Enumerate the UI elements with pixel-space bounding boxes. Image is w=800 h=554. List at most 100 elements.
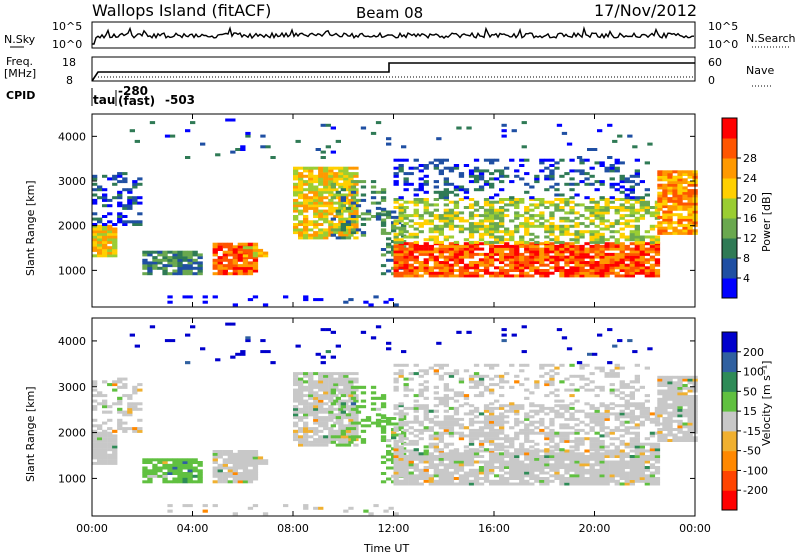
power-cell xyxy=(167,300,173,304)
velocity-cell xyxy=(504,409,510,413)
velocity-cell xyxy=(433,457,439,461)
power-cell xyxy=(584,269,590,272)
velocity-cell xyxy=(333,421,339,425)
power-cell xyxy=(112,196,118,200)
velocity-cell xyxy=(112,450,118,454)
power-colorbar-label: Power [dB] xyxy=(760,192,773,252)
power-cell xyxy=(604,258,610,262)
velocity-cell xyxy=(667,411,673,415)
velocity-cell xyxy=(539,420,545,424)
power-cell xyxy=(458,172,465,176)
velocity-cell xyxy=(614,394,620,398)
velocity-cell xyxy=(644,406,650,410)
power-cell xyxy=(549,164,555,167)
power-cell xyxy=(433,247,439,251)
velocity-cell xyxy=(343,509,349,513)
power-cell xyxy=(418,250,424,254)
power-cell xyxy=(345,206,352,210)
velocity-cell xyxy=(453,468,460,472)
power-cell xyxy=(539,250,545,254)
power-cell xyxy=(564,247,570,251)
power-cell xyxy=(539,269,545,272)
velocity-cell xyxy=(644,366,650,370)
velocity-cell xyxy=(539,366,545,370)
power-cell xyxy=(619,216,625,220)
power-cell xyxy=(393,198,399,201)
power-cell xyxy=(561,131,568,135)
velocity-cell xyxy=(418,457,424,461)
velocity-cell xyxy=(579,468,585,472)
velocity-cell xyxy=(559,482,565,486)
velocity-cell xyxy=(609,463,615,467)
power-cell xyxy=(468,206,475,209)
velocity-cell xyxy=(524,466,530,469)
velocity-cell xyxy=(92,431,98,435)
velocity-cell xyxy=(489,471,495,475)
velocity-cell xyxy=(619,391,625,395)
power-cell xyxy=(433,238,439,242)
power-cell xyxy=(157,261,163,265)
velocity-cell xyxy=(589,372,595,376)
velocity-cell xyxy=(303,372,309,376)
velocity-cell xyxy=(353,413,359,417)
velocity-colorbar-swatch xyxy=(722,391,737,412)
power-cell xyxy=(240,145,246,149)
power-cell xyxy=(564,242,570,246)
velocity-cell xyxy=(230,322,236,326)
power-cell xyxy=(232,258,238,262)
velocity-cell xyxy=(157,474,163,478)
nave-tick-bottom: 0 xyxy=(708,74,715,87)
power-cell xyxy=(438,266,444,270)
velocity-cell xyxy=(489,442,495,446)
power-cell xyxy=(524,261,530,264)
power-cell xyxy=(212,250,218,254)
velocity-cell xyxy=(97,439,103,443)
velocity-cell xyxy=(579,452,585,456)
power-cell xyxy=(217,256,223,260)
velocity-cell xyxy=(308,440,314,444)
velocity-cell xyxy=(393,426,399,430)
power-cell xyxy=(504,258,510,262)
power-cell xyxy=(667,197,673,201)
power-cell xyxy=(644,258,650,262)
velocity-cell xyxy=(559,463,565,467)
velocity-cell xyxy=(574,409,580,413)
power-cell xyxy=(318,223,324,226)
power-cell xyxy=(629,190,635,194)
power-cell xyxy=(453,274,460,278)
power-cell xyxy=(549,247,555,251)
velocity-cell xyxy=(649,452,656,456)
velocity-cell xyxy=(177,474,183,478)
power-cell xyxy=(514,263,520,267)
velocity-cell xyxy=(554,466,560,469)
power-cell xyxy=(182,250,188,254)
velocity-cell xyxy=(534,466,540,469)
power-cell xyxy=(667,175,673,179)
power-cell xyxy=(386,237,392,241)
velocity-cell xyxy=(448,457,455,461)
velocity-cell xyxy=(614,372,620,376)
velocity-cell xyxy=(117,427,123,431)
velocity-cell xyxy=(386,341,392,345)
velocity-cell xyxy=(162,472,168,475)
power-cell xyxy=(499,169,505,173)
power-cell xyxy=(539,242,545,246)
velocity-cell xyxy=(370,385,377,389)
power-cell xyxy=(137,196,143,200)
power-cell xyxy=(504,271,510,275)
power-cell xyxy=(634,158,640,162)
velocity-cell xyxy=(398,372,404,376)
power-cell xyxy=(549,169,555,173)
velocity-cell xyxy=(494,383,500,387)
power-cell xyxy=(222,253,228,257)
power-cell xyxy=(639,255,645,259)
power-cell xyxy=(519,255,525,259)
power-cell xyxy=(418,230,424,234)
power-cell xyxy=(579,158,585,162)
power-cell xyxy=(232,250,238,254)
power-cell xyxy=(529,208,535,212)
velocity-cell xyxy=(293,391,299,395)
power-cell xyxy=(564,200,570,204)
power-colorbar-swatch xyxy=(722,258,737,279)
